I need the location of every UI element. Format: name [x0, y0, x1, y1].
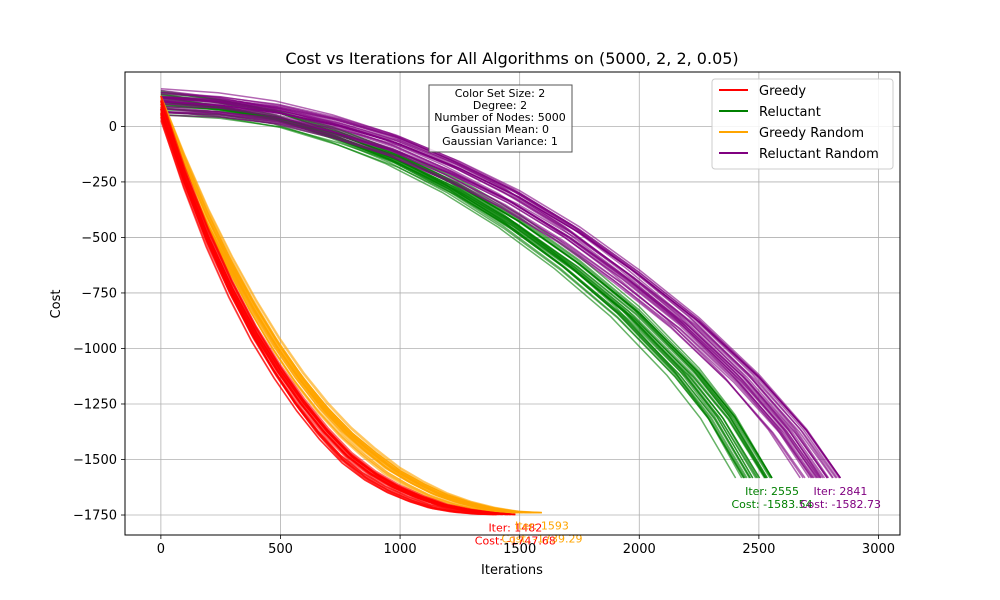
- info-line: Number of Nodes: 5000: [434, 111, 565, 124]
- run-line: [160, 111, 826, 479]
- info-line: Degree: 2: [473, 99, 527, 112]
- series-layer: [160, 88, 842, 516]
- x-axis-label: Iterations: [481, 563, 543, 578]
- tick-layer: 0 500 1000 1500 2000 2500 3000 0 −250 −500 −750 −10…: [73, 120, 895, 557]
- run-line: [160, 115, 542, 514]
- final-cost-annotation: Cost: -1583.54: [731, 498, 812, 511]
- info-line: Gaussian Mean: 0: [451, 123, 549, 136]
- y-tick-label: −1500: [73, 453, 117, 468]
- run-line: [160, 112, 494, 516]
- legend-label: Greedy Random: [759, 126, 864, 141]
- run-line: [160, 100, 814, 479]
- x-tick-label: 2500: [742, 542, 775, 557]
- legend-frame: [711, 78, 894, 170]
- legend: Greedy Reluctant Greedy Random Reluctant Ra…: [711, 78, 894, 170]
- chart-title: Cost vs Iterations for All Algorithms on…: [285, 49, 738, 68]
- run-line: [160, 108, 815, 479]
- info-line: Gaussian Variance: 1: [442, 135, 558, 148]
- final-iter-annotation: Iter: 1482: [488, 521, 542, 534]
- x-tick-label: 1500: [503, 542, 536, 557]
- final-iter-annotation: Iter: 2555: [745, 485, 799, 498]
- x-tick-label: 2000: [623, 542, 656, 557]
- legend-label: Reluctant: [759, 105, 821, 120]
- run-line: [160, 95, 491, 516]
- y-tick-label: 0: [109, 120, 117, 135]
- final-cost-annotation: Cost: -1582.73: [800, 498, 881, 511]
- legend-items: Greedy Reluctant Greedy Random Reluctant Ra…: [719, 84, 879, 162]
- y-axis-label: Cost: [49, 290, 64, 319]
- final-cost-annotation: Cost: -1747.68: [475, 534, 556, 547]
- plot-frame: [124, 71, 901, 536]
- series-line: [160, 101, 842, 479]
- series-line: [160, 108, 516, 516]
- run-line: [160, 113, 771, 479]
- y-tick-label: −1750: [73, 509, 117, 524]
- run-line: [160, 111, 806, 479]
- legend-label: Greedy: [759, 84, 806, 99]
- y-tick-label: −1000: [73, 342, 117, 357]
- series-greedy: [160, 95, 516, 516]
- x-tick-label: 500: [268, 542, 293, 557]
- info-box-frame: [428, 84, 573, 153]
- final-iter-annotation: Iter: 1593: [515, 520, 569, 533]
- info-line: Color Set Size: 2: [455, 87, 546, 100]
- series-reluctant-random: [160, 88, 842, 479]
- series-line: [160, 108, 542, 514]
- x-tick-label: 0: [157, 542, 165, 557]
- y-tick-label: −500: [81, 231, 117, 246]
- run-line: [160, 114, 837, 479]
- x-tick-label: 3000: [862, 542, 895, 557]
- x-tick-label: 1000: [384, 542, 417, 557]
- final-iter-annotation: Iter: 2841: [814, 485, 868, 498]
- final-cost-annotation: Cost: -1739.29: [501, 533, 582, 546]
- run-line: [160, 95, 842, 479]
- y-tick-label: −250: [81, 175, 117, 190]
- y-tick-label: −1250: [73, 397, 117, 412]
- y-tick-label: −750: [81, 286, 117, 301]
- legend-label: Reluctant Random: [759, 147, 879, 162]
